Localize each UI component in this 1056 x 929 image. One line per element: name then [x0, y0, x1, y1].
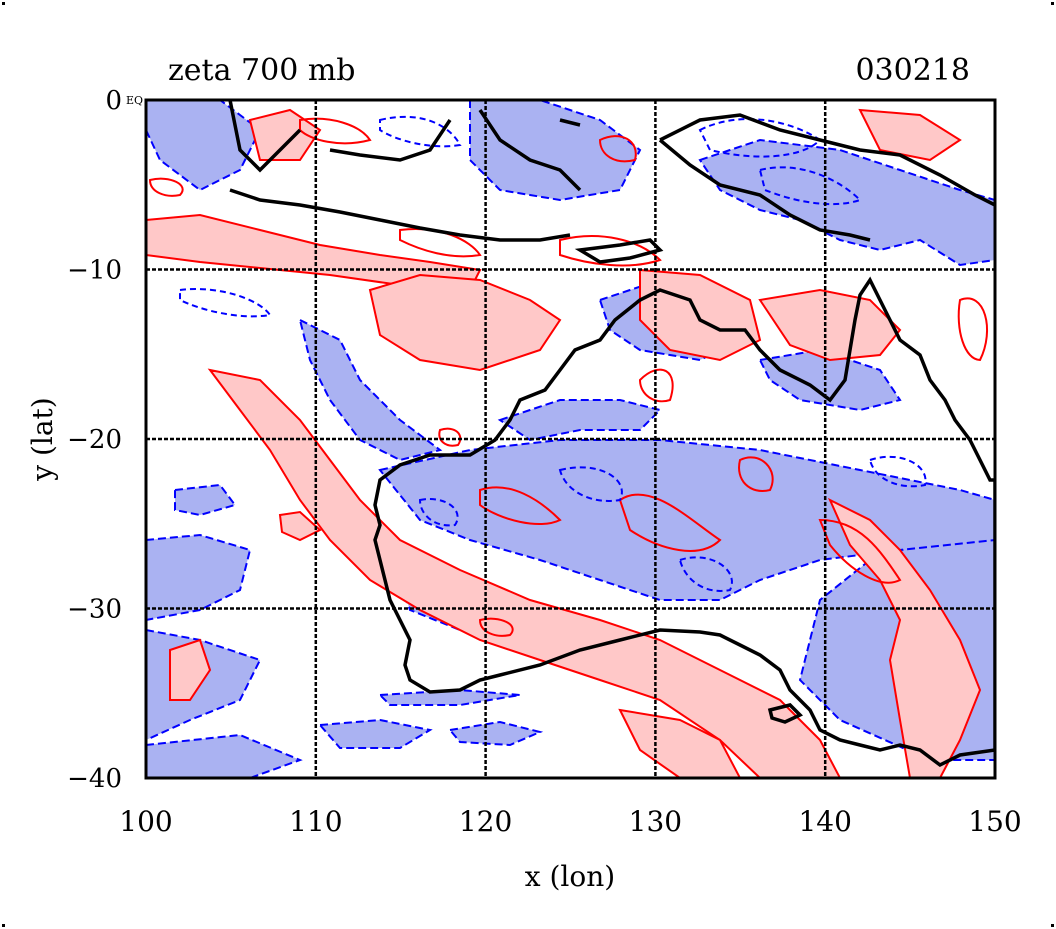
x-tick-label: 120: [459, 805, 512, 838]
x-tick-label: 100: [119, 805, 172, 838]
coastlines: [228, 100, 995, 768]
red-contour-fragments: [148, 117, 988, 637]
tasmania-coastline: [767, 703, 804, 724]
date-code: 030218: [855, 53, 970, 88]
corner-mark: [1051, 2, 1054, 5]
y-tick-labels: 0 EQ −10 −20 −30 −40: [67, 86, 143, 794]
new-guinea-coastline: [658, 113, 995, 242]
x-tick-label: 110: [289, 805, 342, 838]
corner-mark: [2, 924, 5, 927]
x-tick-labels: 100 110 120 130 140 150: [119, 805, 1021, 838]
x-tick-label: 150: [968, 805, 1021, 838]
plot-frame: [144, 98, 997, 780]
y-axis-label: y (lat): [26, 397, 59, 481]
x-axis-label: x (lon): [525, 860, 615, 893]
australia-coastline: [373, 276, 995, 768]
timor-coastline: [574, 238, 664, 264]
y-tick-label: −30: [67, 595, 122, 625]
corner-mark: [2, 2, 5, 5]
equator-label: EQ: [126, 94, 143, 107]
x-tick-label: 130: [629, 805, 682, 838]
x-tick-label: 140: [798, 805, 851, 838]
y-tick-label: −20: [67, 425, 122, 455]
y-tick-label: 0: [105, 86, 122, 116]
graticule: [146, 100, 995, 778]
chart-title: zeta 700 mb: [168, 53, 356, 88]
corner-mark: [1051, 924, 1054, 927]
y-tick-label: −40: [67, 764, 122, 794]
indonesia-coastline: [228, 100, 582, 242]
y-tick-label: −10: [67, 256, 122, 286]
